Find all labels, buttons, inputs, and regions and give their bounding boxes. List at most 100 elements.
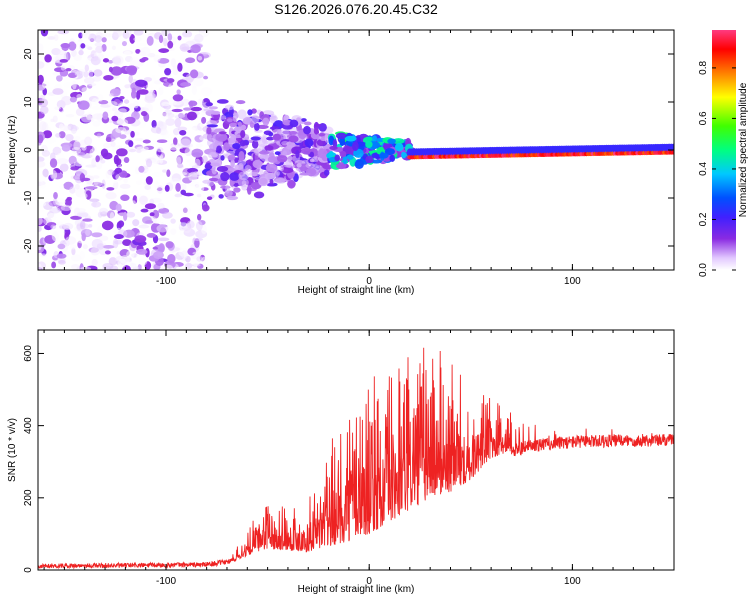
- spectrogram-cell: [145, 158, 153, 168]
- spectrogram-cell: [185, 57, 196, 64]
- spectrogram-cell: [92, 113, 104, 120]
- spectrogram-cell: [177, 35, 182, 41]
- spectrogram-cell: [124, 84, 131, 89]
- spectrogram-cell: [135, 79, 148, 87]
- spectrogram-cell: [112, 238, 119, 249]
- spectrogram-cell: [145, 168, 152, 173]
- spectrogram-cell: [41, 149, 51, 157]
- spectrogram-cell: [173, 128, 180, 136]
- spectrogram-cell: [195, 143, 204, 148]
- spectrogram-cell: [63, 222, 74, 230]
- spectrogram-cell: [248, 171, 260, 177]
- spectrogram-cell: [52, 88, 64, 95]
- spectrogram-cell: [266, 136, 275, 141]
- spectrogram-cell: [93, 175, 100, 179]
- spectrogram-cell: [206, 126, 212, 135]
- spectrogram-cell: [73, 161, 85, 167]
- spectrogram-cell: [60, 65, 66, 71]
- spectrogram-cell: [77, 100, 90, 110]
- spectrogram-cell: [126, 250, 135, 259]
- spectrogram-cell: [339, 150, 347, 158]
- spectrogram-cell: [153, 218, 161, 225]
- spectrogram-cell: [129, 34, 136, 44]
- spectrogram-cell: [85, 112, 93, 121]
- spectrogram-cell: [96, 243, 105, 250]
- spectrogram-cell: [140, 110, 148, 117]
- spectrogram-cell: [156, 139, 168, 144]
- spectrogram-cell: [354, 159, 364, 170]
- spectrogram-cell: [365, 155, 374, 164]
- spectrogram-cell: [74, 71, 86, 77]
- spectrogram-cell: [59, 58, 69, 63]
- spectrogram-cell: [174, 193, 183, 198]
- spectrogram-cell: [282, 150, 288, 157]
- spectrogram-cell: [202, 179, 212, 184]
- spectrogram-cell: [38, 49, 45, 55]
- spectrogram-cell: [126, 211, 136, 218]
- spectrogram-cell: [132, 219, 140, 227]
- spectrogram-cell: [81, 177, 91, 182]
- spectrogram-cell: [101, 37, 107, 43]
- spectrogram-cell: [139, 195, 148, 205]
- spectrogram-cell: [86, 213, 98, 217]
- spectrogram-cell: [162, 211, 173, 219]
- spectrogram-cell: [300, 118, 307, 122]
- spectrogram-cell: [151, 171, 164, 177]
- colorbar-tick-label: 0.0: [698, 263, 709, 277]
- spectrogram-cell: [176, 196, 185, 201]
- spectrogram-cell: [39, 105, 49, 115]
- spectrogram-cell: [129, 263, 137, 268]
- spectrogram-cell: [232, 142, 241, 150]
- spectrogram-cell: [179, 222, 188, 227]
- spectrogram-cell: [198, 30, 207, 33]
- spectrogram-cell: [81, 144, 87, 151]
- spectrogram-cell: [303, 121, 312, 126]
- spectrogram-cell: [179, 183, 187, 191]
- spectrogram-cell: [172, 65, 179, 76]
- spectrogram-cell: [223, 142, 230, 152]
- spectrogram-cell: [91, 258, 98, 267]
- spectrogram-y-tick-label: 20: [23, 48, 34, 60]
- spectrogram-y-tick-label: -20: [23, 238, 34, 253]
- spectrogram-cell: [131, 87, 136, 94]
- spectrogram-cell: [301, 147, 312, 155]
- spectrogram-y-label: Frequency (Hz): [7, 116, 18, 185]
- spectrogram-cell: [172, 246, 183, 252]
- spectrogram-cell: [153, 251, 164, 260]
- spectrogram-cell: [370, 159, 383, 164]
- spectrogram-cell: [88, 223, 93, 228]
- spectrogram-cell: [41, 80, 50, 89]
- spectrogram-cell: [93, 180, 103, 187]
- spectrogram-cell: [53, 192, 58, 200]
- spectrogram-cell: [313, 127, 319, 135]
- spectrogram-cell: [138, 257, 148, 266]
- spectrogram-cell: [158, 243, 165, 253]
- spectrogram-cell: [170, 218, 176, 224]
- spectrogram-cell: [247, 109, 253, 116]
- spectrogram-cell: [157, 58, 170, 64]
- spectrogram-cell: [144, 203, 157, 210]
- spectrogram-cell: [113, 154, 120, 165]
- spectrogram-cell: [124, 30, 132, 38]
- spectrogram-cell: [138, 165, 145, 173]
- spectrogram-cell: [39, 253, 48, 258]
- spectrogram-cell: [47, 212, 57, 222]
- spectrogram-cell: [176, 156, 182, 166]
- spectrogram-cell: [152, 246, 159, 250]
- spectrogram-cell: [78, 213, 89, 217]
- spectrogram-cell: [182, 30, 193, 38]
- spectrogram-cell: [164, 67, 172, 76]
- spectrogram-cell: [102, 262, 114, 270]
- spectrogram-cell: [136, 253, 145, 259]
- spectrogram-cell: [195, 221, 203, 231]
- spectrogram-cell: [258, 150, 270, 155]
- spectrogram-cell: [81, 31, 90, 39]
- spectrogram-cell: [90, 247, 100, 256]
- spectrogram-cell: [318, 132, 326, 137]
- spectrogram-cell: [238, 171, 250, 181]
- spectrogram-cell: [113, 234, 124, 240]
- spectrogram-cell: [218, 194, 224, 199]
- spectrogram-cell: [259, 177, 268, 185]
- spectrogram-cell: [183, 107, 192, 111]
- spectrogram-cell: [180, 250, 188, 260]
